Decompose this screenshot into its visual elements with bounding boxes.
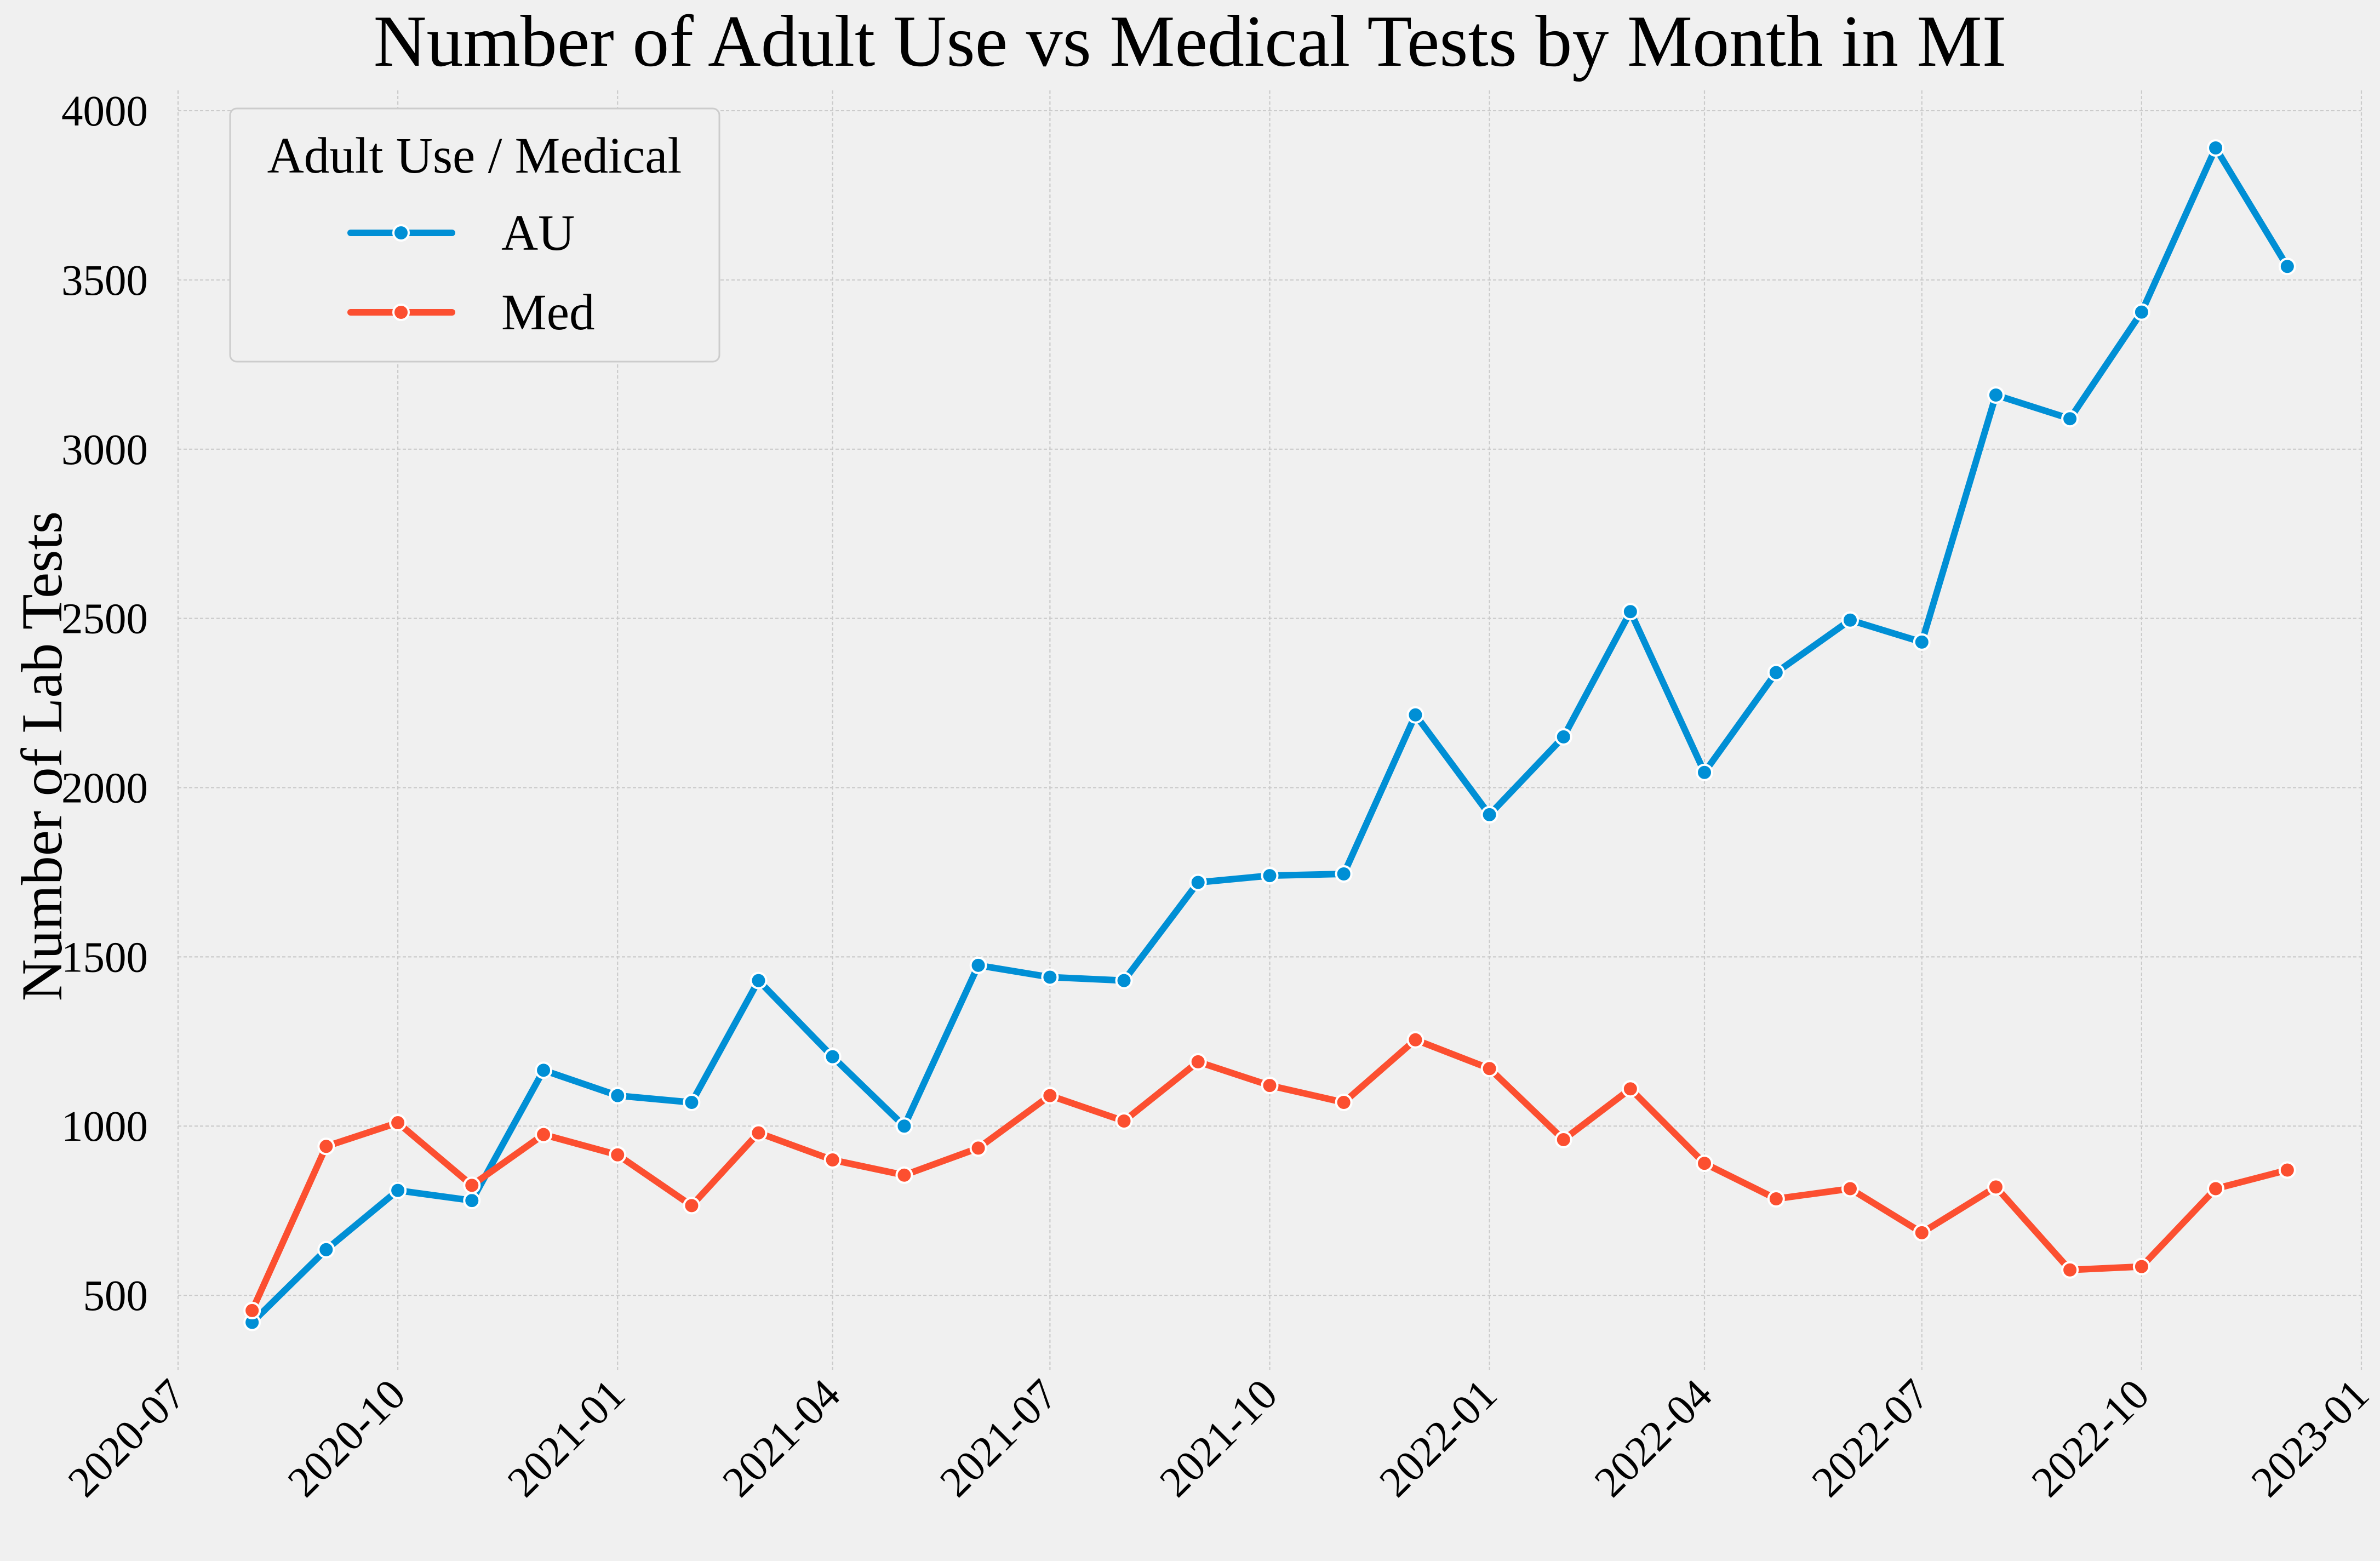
- legend-label-au: AU: [501, 205, 575, 261]
- x-tick-label: 2021-07: [931, 1370, 1067, 1506]
- data-point-au: [1406, 706, 1424, 724]
- data-point-med: [1189, 1053, 1207, 1071]
- data-point-med: [2207, 1180, 2225, 1198]
- y-axis-ticks: 500 1000 1500 2000 2500 3000 3500 4000: [61, 88, 148, 1320]
- data-point-au: [1115, 971, 1133, 990]
- x-tick-label: 2021-04: [714, 1370, 850, 1506]
- data-point-med: [1696, 1154, 1714, 1173]
- data-point-au: [1696, 763, 1714, 781]
- y-tick-label: 2000: [61, 765, 148, 813]
- data-point-au: [1041, 968, 1059, 986]
- data-point-med: [1406, 1031, 1424, 1049]
- data-point-au: [609, 1087, 627, 1105]
- data-point-au: [2278, 258, 2296, 276]
- data-point-med: [317, 1137, 335, 1156]
- y-tick-label: 2500: [61, 596, 148, 643]
- data-point-med: [750, 1124, 768, 1142]
- data-point-au: [389, 1181, 407, 1199]
- data-point-au: [317, 1240, 335, 1259]
- data-point-med: [1554, 1130, 1572, 1148]
- data-point-med: [1621, 1080, 1639, 1098]
- data-point-au: [1841, 611, 1859, 629]
- data-point-au: [1554, 728, 1572, 746]
- legend-label-med: Med: [501, 284, 594, 341]
- x-tick-label: 2021-10: [1151, 1370, 1287, 1506]
- y-tick-label: 1500: [61, 934, 148, 981]
- data-point-med: [823, 1151, 842, 1169]
- y-tick-label: 3500: [61, 257, 148, 305]
- y-tick-label: 4000: [61, 88, 148, 135]
- legend-swatch-marker-au: [392, 224, 410, 242]
- data-point-med: [609, 1146, 627, 1164]
- y-axis-title: Number of Lab Tests: [10, 511, 74, 1001]
- data-point-med: [535, 1125, 553, 1143]
- y-tick-label: 3000: [61, 426, 148, 474]
- x-axis-ticks: 2020-07 2020-10 2021-01 2021-04 2021-07 2021-…: [59, 1370, 2378, 1506]
- chart-title: Number of Adult Use vs Medical Tests by …: [374, 1, 2007, 82]
- data-point-med: [683, 1197, 701, 1215]
- data-point-au: [750, 971, 768, 990]
- x-tick-label: 2023-01: [2242, 1370, 2378, 1506]
- data-point-au: [895, 1117, 913, 1135]
- data-point-med: [243, 1301, 261, 1319]
- series-layer: [243, 139, 2296, 1331]
- x-tick-label: 2022-10: [2023, 1370, 2159, 1506]
- x-tick-label: 2022-01: [1371, 1370, 1507, 1506]
- legend-box: [229, 107, 720, 363]
- x-tick-label: 2021-01: [499, 1370, 634, 1506]
- data-point-au: [463, 1192, 481, 1210]
- data-point-med: [1115, 1112, 1133, 1130]
- data-point-au: [2061, 410, 2079, 428]
- data-point-med: [463, 1176, 481, 1194]
- data-point-med: [895, 1166, 913, 1184]
- data-point-med: [1987, 1178, 2005, 1196]
- data-point-med: [1913, 1223, 1931, 1242]
- data-point-med: [1480, 1060, 1498, 1078]
- data-point-med: [2132, 1257, 2150, 1276]
- data-point-au: [969, 956, 987, 974]
- data-point-au: [1189, 873, 1207, 891]
- x-tick-label: 2020-10: [279, 1370, 415, 1506]
- data-point-au: [1335, 865, 1353, 883]
- legend-entries: AU Med: [347, 205, 594, 341]
- data-point-au: [535, 1061, 553, 1079]
- data-point-au: [2132, 303, 2150, 321]
- data-point-au: [823, 1048, 842, 1066]
- x-tick-label: 2022-04: [1586, 1370, 1721, 1506]
- data-point-med: [1261, 1077, 1279, 1095]
- data-point-au: [1261, 867, 1279, 885]
- y-tick-label: 1000: [61, 1103, 148, 1151]
- data-point-au: [2207, 139, 2225, 157]
- x-tick-label: 2020-07: [59, 1370, 195, 1506]
- data-point-med: [1767, 1190, 1785, 1208]
- data-point-med: [1041, 1087, 1059, 1105]
- legend: Adult Use / Medical AU Med: [229, 107, 720, 363]
- y-tick-label: 500: [83, 1272, 148, 1320]
- legend-swatch-marker-med: [392, 304, 410, 321]
- data-point-med: [1335, 1093, 1353, 1111]
- data-point-au: [683, 1093, 701, 1111]
- x-tick-label: 2022-07: [1803, 1370, 1939, 1506]
- data-point-med: [2278, 1161, 2296, 1179]
- data-point-med: [2061, 1261, 2079, 1279]
- data-point-au: [1987, 386, 2005, 404]
- data-point-med: [389, 1114, 407, 1132]
- legend-title: Adult Use / Medical: [267, 128, 682, 184]
- data-point-med: [969, 1139, 987, 1157]
- data-point-au: [1913, 633, 1931, 651]
- data-point-med: [1841, 1180, 1859, 1198]
- data-point-au: [1480, 805, 1498, 824]
- data-point-au: [1621, 603, 1639, 621]
- data-point-au: [1767, 664, 1785, 682]
